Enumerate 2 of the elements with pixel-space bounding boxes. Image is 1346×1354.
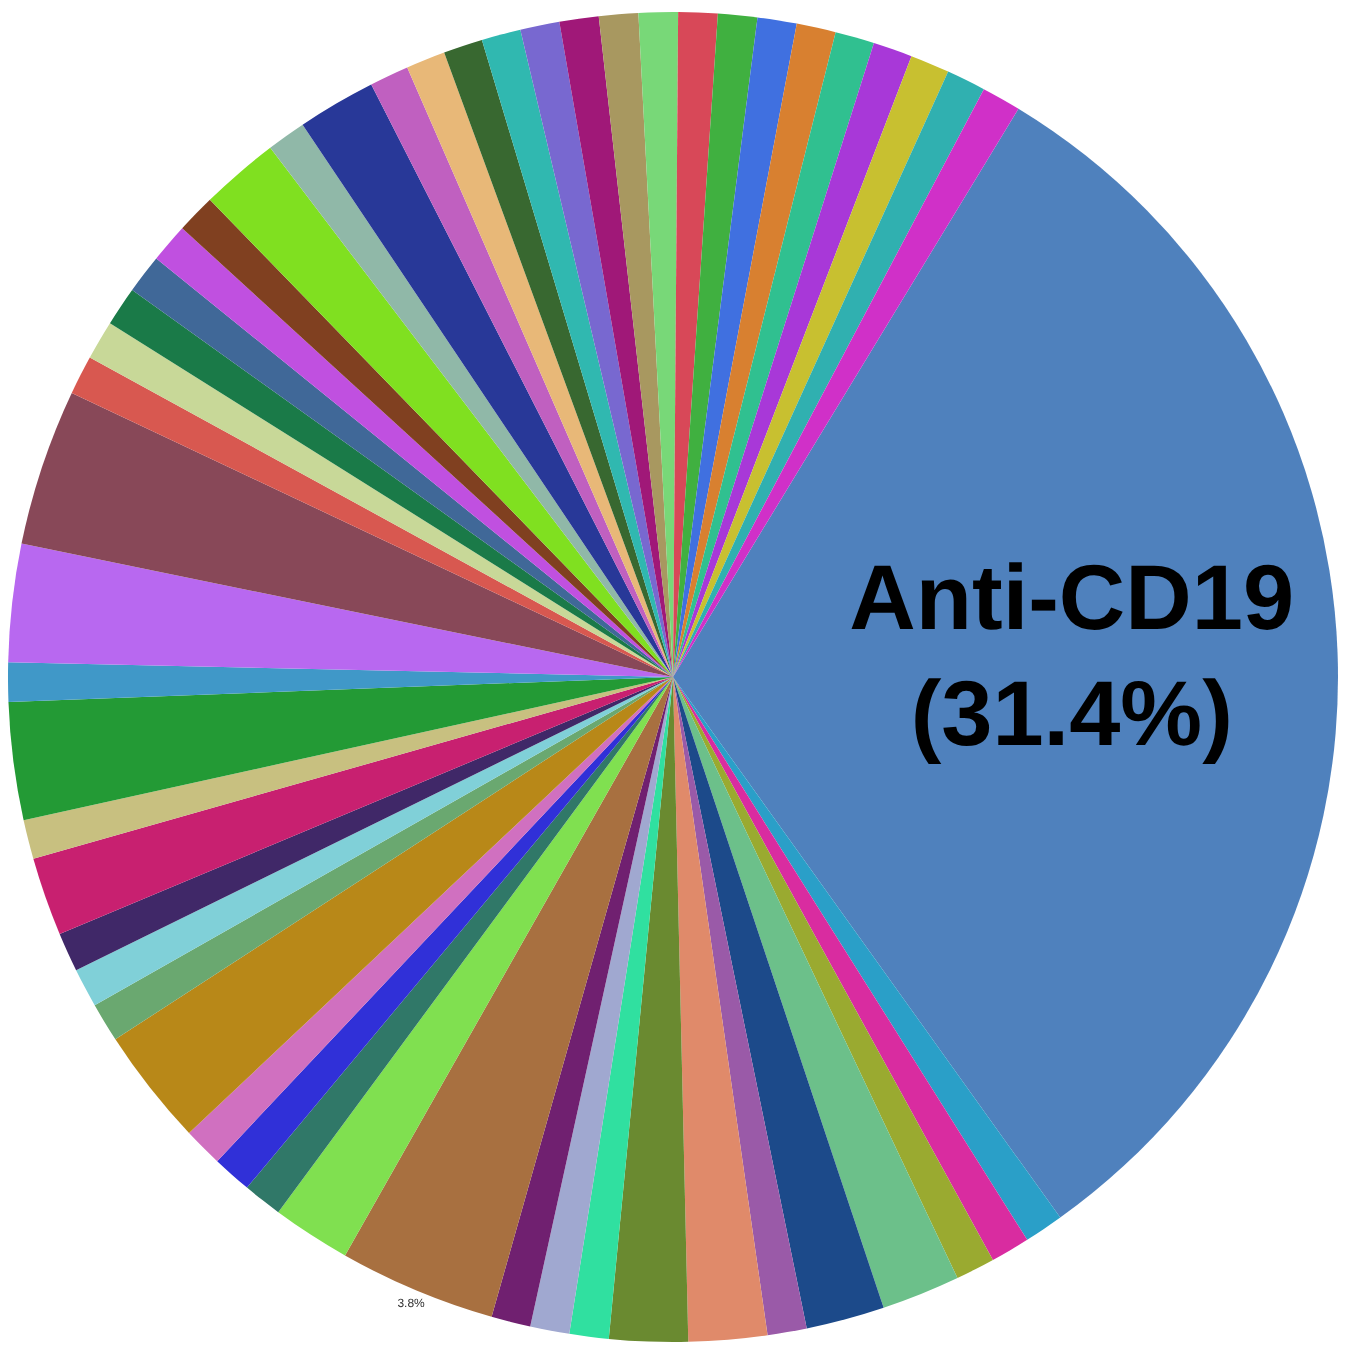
slice-label: Anti-CD19 xyxy=(849,545,1295,650)
data-label: (31.4%) xyxy=(910,661,1233,766)
